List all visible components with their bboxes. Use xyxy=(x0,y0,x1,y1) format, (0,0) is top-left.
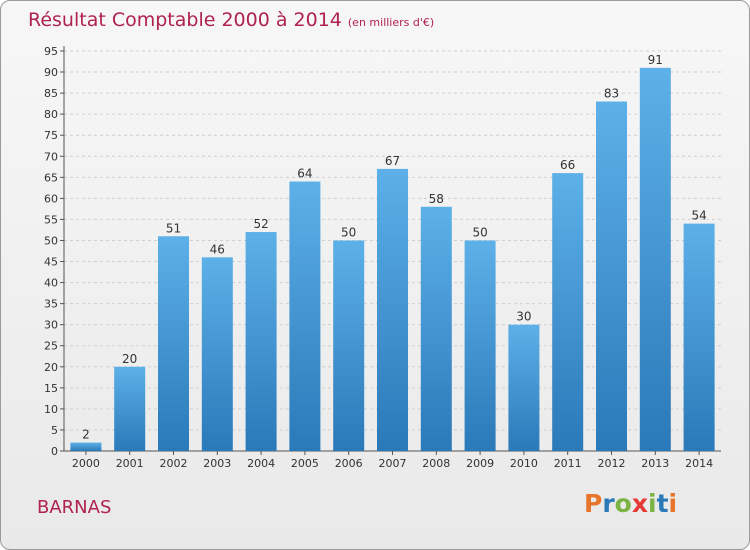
bar-value-label: 50 xyxy=(472,225,487,239)
bar-value-label: 52 xyxy=(253,217,268,231)
logo-letter: x xyxy=(631,489,648,518)
bar xyxy=(552,173,584,451)
y-tick-label: 30 xyxy=(44,319,58,332)
bar xyxy=(158,236,189,451)
bar-value-label: 54 xyxy=(691,209,706,223)
bar xyxy=(201,257,233,451)
y-tick-label: 75 xyxy=(44,129,58,142)
y-tick-label: 65 xyxy=(44,171,58,184)
bar-value-label: 20 xyxy=(122,352,137,366)
y-tick-label: 55 xyxy=(44,213,58,226)
y-tick-label: 20 xyxy=(44,361,58,374)
chart-title: Résultat Comptable 2000 à 2014 (en millie… xyxy=(28,9,434,31)
bar-value-label: 30 xyxy=(516,310,531,324)
y-tick-label: 60 xyxy=(44,192,58,205)
y-tick-label: 50 xyxy=(44,234,58,247)
bar xyxy=(464,240,496,451)
x-tick-label: 2007 xyxy=(379,457,407,470)
x-tick-label: 2008 xyxy=(422,457,450,470)
x-tick-label: 2000 xyxy=(72,457,100,470)
y-tick-label: 25 xyxy=(44,340,58,353)
logo-letter: i xyxy=(648,489,657,518)
bar xyxy=(289,181,321,452)
bar-value-label: 2 xyxy=(82,428,90,442)
bar-value-label: 51 xyxy=(166,221,181,235)
bar xyxy=(70,442,102,451)
y-tick-label: 95 xyxy=(44,45,58,58)
bar xyxy=(639,67,671,451)
bar-value-label: 50 xyxy=(341,225,356,239)
bar-value-label: 66 xyxy=(560,158,575,172)
x-tick-label: 2013 xyxy=(641,457,669,470)
y-tick-label: 10 xyxy=(44,403,58,416)
y-tick-label: 85 xyxy=(44,87,58,100)
x-tick-label: 2014 xyxy=(685,457,713,470)
y-tick-label: 0 xyxy=(51,445,58,458)
x-tick-label: 2002 xyxy=(160,457,188,470)
chart-unit: (en milliers d'€) xyxy=(347,16,435,29)
y-tick-label: 70 xyxy=(44,150,58,163)
x-tick-label: 2012 xyxy=(598,457,626,470)
x-tick-label: 2005 xyxy=(291,457,319,470)
bar xyxy=(377,168,408,452)
x-tick-label: 2006 xyxy=(335,457,363,470)
bar xyxy=(114,366,146,451)
bar-value-label: 46 xyxy=(210,242,225,256)
bar xyxy=(596,101,627,452)
y-tick-label: 35 xyxy=(44,298,58,311)
bar xyxy=(683,223,715,451)
bar-value-label: 83 xyxy=(604,87,619,101)
x-tick-label: 2009 xyxy=(466,457,494,470)
x-tick-label: 2004 xyxy=(247,457,275,470)
logo-letter: r xyxy=(602,489,615,518)
logo-letter: i xyxy=(668,489,678,518)
bar-value-label: 67 xyxy=(385,154,400,168)
y-tick-label: 45 xyxy=(44,256,58,269)
x-tick-label: 2001 xyxy=(116,457,144,470)
logo-letter: t xyxy=(656,489,669,518)
bar xyxy=(420,206,452,451)
bar-value-label: 64 xyxy=(297,167,312,181)
chart-title-text: Résultat Comptable 2000 à 2014 xyxy=(28,9,342,31)
commune-name: BARNAS xyxy=(37,497,112,518)
logo-letter: o xyxy=(614,489,632,518)
y-tick-label: 40 xyxy=(44,277,58,290)
y-tick-label: 5 xyxy=(51,424,58,437)
bar-value-label: 58 xyxy=(429,192,444,206)
bar xyxy=(333,240,365,451)
proxiti-logo: Proxiti xyxy=(584,489,677,518)
x-tick-label: 2011 xyxy=(554,457,582,470)
y-tick-label: 90 xyxy=(44,66,58,79)
logo-letter: P xyxy=(584,489,603,518)
bar xyxy=(245,232,277,451)
bar xyxy=(508,324,540,451)
bar-value-label: 91 xyxy=(648,53,663,67)
x-tick-label: 2003 xyxy=(203,457,231,470)
y-tick-label: 15 xyxy=(44,382,58,395)
x-tick-label: 2010 xyxy=(510,457,538,470)
y-tick-label: 80 xyxy=(44,108,58,121)
